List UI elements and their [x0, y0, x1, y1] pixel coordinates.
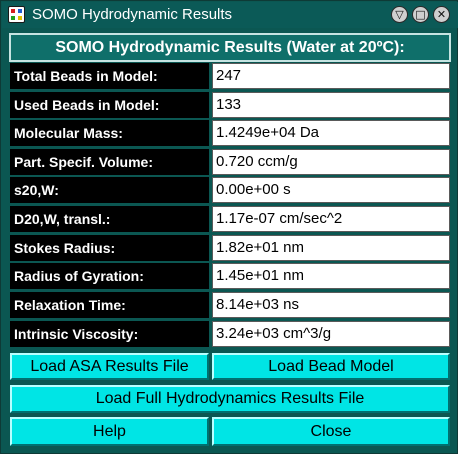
close-icon[interactable]: ✕ [433, 6, 450, 23]
close-button[interactable]: Close [212, 417, 450, 446]
row-label: Used Beads in Model: [10, 92, 209, 118]
window-title: SOMO Hydrodynamic Results [32, 6, 233, 23]
row-label: D20,W, transl.: [10, 206, 209, 232]
molecular-mass-field[interactable]: 1.4249e+04 Da [212, 120, 450, 146]
row-radius-of-gyration: Radius of Gyration: 1.45e+01 nm [10, 263, 450, 289]
total-beads-field[interactable]: 247 [212, 63, 450, 89]
minimize-icon[interactable]: ▽ [391, 6, 408, 23]
results-header: SOMO Hydrodynamic Results (Water at 20ºC… [9, 33, 451, 62]
row-label: Stokes Radius: [10, 235, 209, 261]
row-stokes-radius: Stokes Radius: 1.82e+01 nm [10, 235, 450, 261]
relaxation-time-field[interactable]: 8.14e+03 ns [212, 292, 450, 318]
row-label: Intrinsic Viscosity: [10, 321, 209, 347]
s20w-field[interactable]: 0.00e+00 s [212, 177, 450, 203]
row-part-specif-volume: Part. Specif. Volume: 0.720 ccm/g [10, 149, 450, 175]
row-label: Relaxation Time: [10, 292, 209, 318]
row-used-beads: Used Beads in Model: 133 [10, 92, 450, 118]
row-molecular-mass: Molecular Mass: 1.4249e+04 Da [10, 120, 450, 146]
row-label: Part. Specif. Volume: [10, 149, 209, 175]
load-full-hydrodynamics-button[interactable]: Load Full Hydrodynamics Results File [10, 385, 450, 413]
results-panel: SOMO Hydrodynamic Results (Water at 20ºC… [7, 30, 453, 450]
row-intrinsic-viscosity: Intrinsic Viscosity: 3.24e+03 cm^3/g [10, 321, 450, 347]
row-label: Molecular Mass: [10, 120, 209, 146]
row-label: s20,W: [10, 177, 209, 203]
row-s20w: s20,W: 0.00e+00 s [10, 177, 450, 203]
row-total-beads: Total Beads in Model: 247 [10, 63, 450, 89]
row-relaxation-time: Relaxation Time: 8.14e+03 ns [10, 292, 450, 318]
part-specif-volume-field[interactable]: 0.720 ccm/g [212, 149, 450, 175]
load-asa-results-button[interactable]: Load ASA Results File [10, 353, 209, 380]
maximize-icon[interactable]: □ [412, 6, 429, 23]
intrinsic-viscosity-field[interactable]: 3.24e+03 cm^3/g [212, 321, 450, 347]
help-button[interactable]: Help [10, 417, 209, 446]
load-bead-model-button[interactable]: Load Bead Model [212, 353, 450, 380]
used-beads-field[interactable]: 133 [212, 92, 450, 118]
d20w-transl-field[interactable]: 1.17e-07 cm/sec^2 [212, 206, 450, 232]
radius-of-gyration-field[interactable]: 1.45e+01 nm [212, 263, 450, 289]
title-bar[interactable]: SOMO Hydrodynamic Results ▽ □ ✕ [2, 2, 458, 28]
app-icon [8, 6, 25, 23]
row-label: Total Beads in Model: [10, 63, 209, 89]
stokes-radius-field[interactable]: 1.82e+01 nm [212, 235, 450, 261]
row-d20w-transl: D20,W, transl.: 1.17e-07 cm/sec^2 [10, 206, 450, 232]
row-label: Radius of Gyration: [10, 263, 209, 289]
